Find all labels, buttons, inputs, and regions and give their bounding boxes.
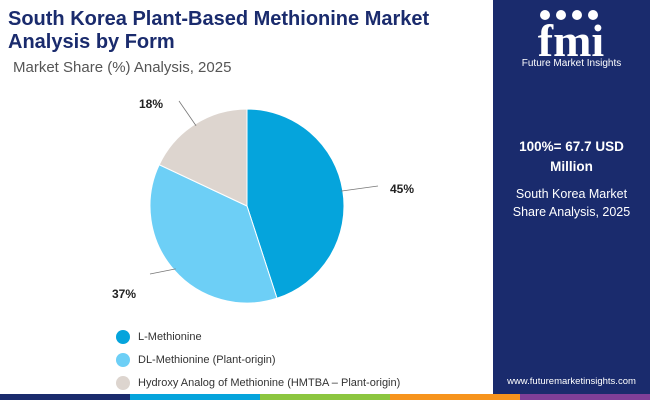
- info-panel: fmi Future Market Insights 100%= 67.7 US…: [493, 0, 650, 394]
- legend-label: Hydroxy Analog of Methionine (HMTBA – Pl…: [138, 377, 401, 389]
- chart-title: South Korea Plant-Based Methionine Marke…: [8, 8, 430, 53]
- bottom-color-bar: [0, 394, 650, 400]
- legend-swatch: [116, 353, 130, 367]
- bottom-bar-segment: [0, 394, 130, 400]
- chart-legend: L-Methionine DL-Methionine (Plant-origin)…: [116, 326, 400, 395]
- market-total: 100%= 67.7 USD Million: [519, 139, 624, 174]
- market-description: South Korea Market Share Analysis, 2025: [512, 187, 631, 219]
- pie-slice: [149, 164, 278, 304]
- pie-chart: 45% 37% 18%: [112, 97, 414, 304]
- pie-leader-line: [178, 100, 197, 126]
- logo-tagline: Future Market Insights: [521, 58, 622, 69]
- pie-data-label: 37%: [112, 287, 136, 301]
- bottom-bar-segment: [130, 394, 260, 400]
- pie-leader-line: [340, 185, 379, 192]
- bottom-bar-segment: [520, 394, 650, 400]
- logo-text: fmi: [538, 15, 605, 66]
- legend-item: DL-Methionine (Plant-origin): [116, 349, 400, 371]
- legend-item: Hydroxy Analog of Methionine (HMTBA – Pl…: [116, 372, 400, 394]
- website-link[interactable]: www.futuremarketinsights.com: [507, 376, 636, 387]
- legend-swatch: [116, 330, 130, 344]
- chart-subtitle: Market Share (%) Analysis, 2025: [13, 59, 232, 76]
- fmi-logo-icon: fmi: [538, 10, 605, 66]
- legend-label: L-Methionine: [138, 331, 202, 343]
- legend-label: DL-Methionine (Plant-origin): [138, 354, 276, 366]
- legend-item: L-Methionine: [116, 326, 400, 348]
- bottom-bar-segment: [390, 394, 520, 400]
- bottom-bar-segment: [260, 394, 390, 400]
- pie-leader-line: [149, 268, 176, 275]
- pie-data-label: 18%: [139, 97, 163, 111]
- legend-swatch: [116, 376, 130, 390]
- pie-data-label: 45%: [390, 182, 414, 196]
